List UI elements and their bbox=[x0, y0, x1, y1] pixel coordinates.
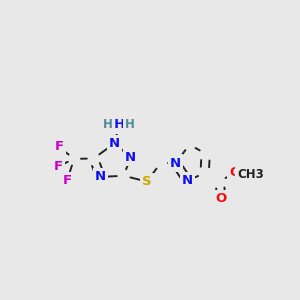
Text: O: O bbox=[229, 166, 240, 179]
Text: O: O bbox=[216, 192, 227, 205]
Text: H: H bbox=[103, 118, 113, 131]
Text: F: F bbox=[55, 140, 64, 153]
Text: N: N bbox=[170, 157, 181, 169]
Text: N: N bbox=[109, 137, 120, 150]
Text: NH2: NH2 bbox=[103, 118, 135, 131]
Text: N: N bbox=[125, 151, 136, 164]
Text: N: N bbox=[182, 174, 193, 187]
Text: F: F bbox=[63, 174, 72, 187]
Text: H: H bbox=[124, 118, 134, 131]
Text: CH3: CH3 bbox=[237, 168, 264, 181]
Text: F: F bbox=[53, 160, 62, 173]
Text: S: S bbox=[142, 175, 152, 188]
Text: N: N bbox=[95, 170, 106, 183]
